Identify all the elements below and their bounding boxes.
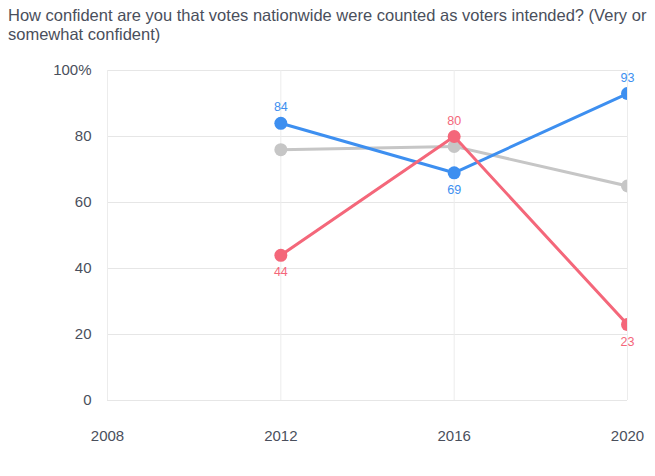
svg-text:100%: 100% (53, 61, 91, 78)
svg-text:2016: 2016 (437, 427, 470, 444)
svg-text:0: 0 (83, 391, 91, 408)
svg-text:40: 40 (75, 259, 92, 276)
svg-text:2020: 2020 (611, 427, 644, 444)
svg-text:60: 60 (75, 193, 92, 210)
svg-text:80: 80 (447, 114, 461, 128)
svg-text:2008: 2008 (91, 427, 124, 444)
svg-text:69: 69 (447, 183, 461, 197)
svg-text:84: 84 (274, 100, 288, 114)
svg-text:44: 44 (274, 265, 288, 279)
svg-text:80: 80 (75, 127, 92, 144)
html-text:How confident are you that vot: How confident are you that votes nationw… (8, 6, 647, 43)
svg-text:23: 23 (621, 335, 635, 349)
svg-text:93: 93 (621, 71, 635, 85)
svg-text:20: 20 (75, 325, 92, 342)
svg-text:2012: 2012 (264, 427, 297, 444)
